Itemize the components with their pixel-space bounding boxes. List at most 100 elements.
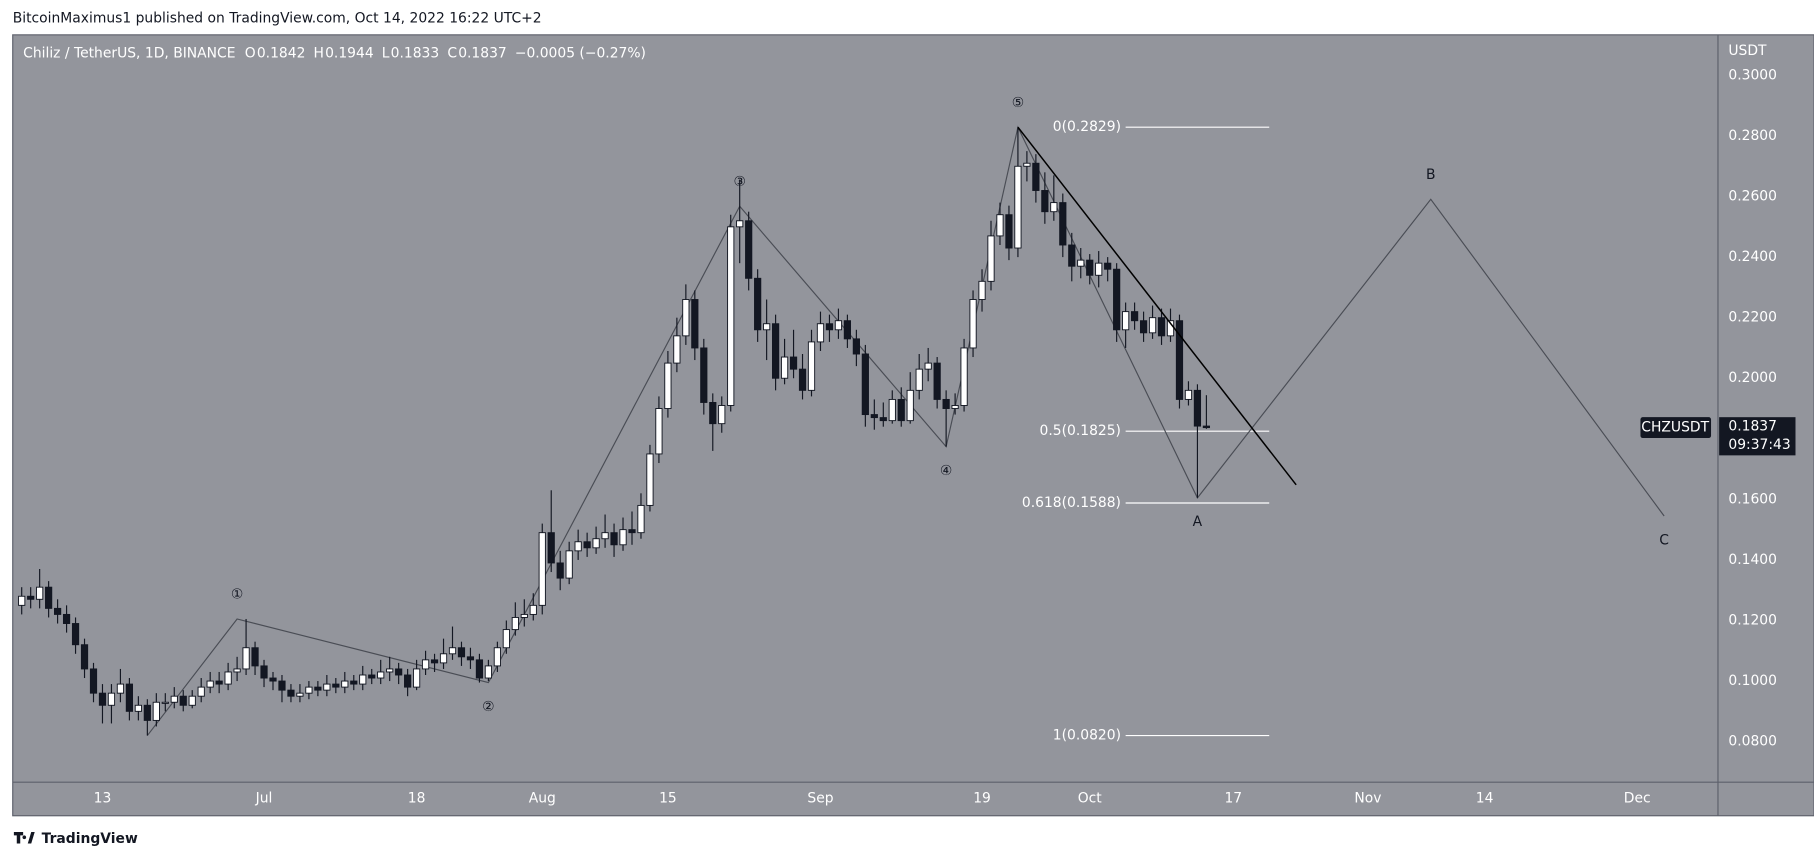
candle-body-down bbox=[269, 677, 277, 682]
candle-body-up bbox=[134, 704, 142, 712]
candle-body-down bbox=[942, 398, 950, 409]
y-tick-label: 0.1200 bbox=[1728, 612, 1777, 628]
candle-body-down bbox=[350, 680, 358, 685]
candle-body-down bbox=[89, 668, 98, 694]
candle-body-up bbox=[1148, 317, 1157, 334]
candle-body-up bbox=[565, 550, 573, 579]
candle-body-down bbox=[368, 674, 376, 679]
candle-body-down bbox=[547, 532, 555, 564]
x-tick-label: Jul bbox=[255, 790, 273, 806]
candle-body-down bbox=[1086, 259, 1094, 276]
candle-body-up bbox=[377, 671, 385, 679]
candle-body-up bbox=[601, 532, 609, 540]
candle-body-up bbox=[511, 616, 519, 631]
x-tick-label: Nov bbox=[1354, 790, 1381, 806]
candle-body-down bbox=[1113, 268, 1121, 331]
candle-body-down bbox=[45, 586, 53, 609]
candle-body-up bbox=[763, 323, 771, 331]
candle-body-up bbox=[664, 362, 672, 409]
candle-body-up bbox=[834, 320, 843, 331]
candle-body-up bbox=[296, 692, 304, 697]
candle-body-down bbox=[1202, 425, 1211, 429]
candle-body-up bbox=[807, 341, 816, 391]
candle-body-down bbox=[1032, 162, 1040, 191]
candle-body-up bbox=[1050, 202, 1058, 213]
candle-body-up bbox=[107, 692, 116, 706]
candle-body-up bbox=[996, 214, 1004, 237]
y-tick-label: 0.2200 bbox=[1728, 310, 1777, 326]
candle-body-up bbox=[323, 683, 331, 691]
candle-body-up bbox=[412, 668, 421, 688]
candle-body-up bbox=[448, 647, 457, 655]
candle-body-up bbox=[915, 368, 923, 391]
x-tick-label: 19 bbox=[973, 790, 991, 806]
price-box bbox=[1719, 417, 1796, 456]
y-tick-label: 0.1000 bbox=[1728, 673, 1777, 689]
candle-body-down bbox=[1104, 262, 1112, 270]
candle-body-up bbox=[116, 683, 125, 694]
candle-body-down bbox=[754, 277, 762, 331]
candle-body-up bbox=[978, 280, 986, 300]
y-tick-label: 0.1600 bbox=[1728, 491, 1777, 507]
wave-label: ⑤ bbox=[1012, 95, 1024, 111]
footer-logo bbox=[13, 831, 35, 844]
candle-body-up bbox=[197, 686, 205, 697]
candle-body-down bbox=[71, 623, 80, 646]
candle-body-up bbox=[960, 347, 968, 406]
candle-body-down bbox=[1157, 317, 1166, 337]
candle-body-down bbox=[1041, 190, 1049, 213]
candle-body-up bbox=[736, 220, 744, 228]
candle-body-down bbox=[1130, 311, 1139, 322]
trendline bbox=[1017, 126, 1297, 486]
candle-body-up bbox=[951, 405, 959, 409]
candle-body-down bbox=[1059, 202, 1067, 246]
candle-body-down bbox=[861, 353, 869, 416]
candle-body-up bbox=[682, 299, 690, 337]
candle-body-down bbox=[179, 695, 187, 706]
legend-letter: L bbox=[382, 45, 390, 61]
candle-body-down bbox=[125, 683, 134, 712]
candle-body-down bbox=[933, 362, 941, 400]
candle-body-down bbox=[583, 541, 591, 549]
candle-body-down bbox=[745, 220, 753, 279]
candle-body-up bbox=[987, 235, 995, 282]
wave-label: ④ bbox=[940, 463, 952, 479]
candle-body-up bbox=[359, 674, 367, 685]
y-tick-label: 0.2000 bbox=[1728, 370, 1777, 386]
candle-body-up bbox=[493, 647, 501, 667]
x-tick-label: Dec bbox=[1624, 790, 1651, 806]
candle-body-up bbox=[655, 408, 663, 455]
candle-body-up bbox=[224, 671, 232, 685]
candle-body-down bbox=[556, 562, 564, 579]
candle-body-up bbox=[421, 659, 430, 670]
price-label: 0.1837 bbox=[1728, 418, 1777, 434]
x-tick-label: 15 bbox=[659, 790, 677, 806]
candle-body-down bbox=[628, 529, 636, 534]
legend-change: −0.0005 (−0.27%) bbox=[515, 45, 646, 61]
candle-body-down bbox=[700, 347, 708, 403]
candle-body-up bbox=[242, 647, 250, 670]
candle-body-up bbox=[637, 504, 645, 534]
candle-body-down bbox=[260, 665, 268, 679]
candle-body-up bbox=[727, 226, 735, 406]
x-tick-label: Aug bbox=[529, 790, 556, 806]
x-tick-label: 17 bbox=[1224, 790, 1242, 806]
candle-body-down bbox=[1139, 320, 1148, 334]
fib-label: 0.618(0.1588) bbox=[1022, 495, 1121, 511]
y-tick-label: 0.1400 bbox=[1728, 552, 1777, 568]
candle-body-up bbox=[341, 680, 349, 688]
y-tick-label: 0.3000 bbox=[1728, 67, 1777, 83]
footer-brand: TradingView bbox=[42, 831, 138, 847]
candle-body-down bbox=[215, 680, 223, 685]
wave-label: B bbox=[1426, 167, 1436, 183]
candle-body-up bbox=[673, 335, 681, 364]
wave-label: C bbox=[1659, 532, 1669, 548]
candle-body-down bbox=[457, 647, 466, 658]
candle-body-up bbox=[305, 686, 313, 694]
candle-body-down bbox=[332, 683, 340, 688]
candle-body-down bbox=[879, 417, 887, 422]
candle-body-up bbox=[529, 604, 537, 615]
candle-body-down bbox=[789, 356, 798, 370]
